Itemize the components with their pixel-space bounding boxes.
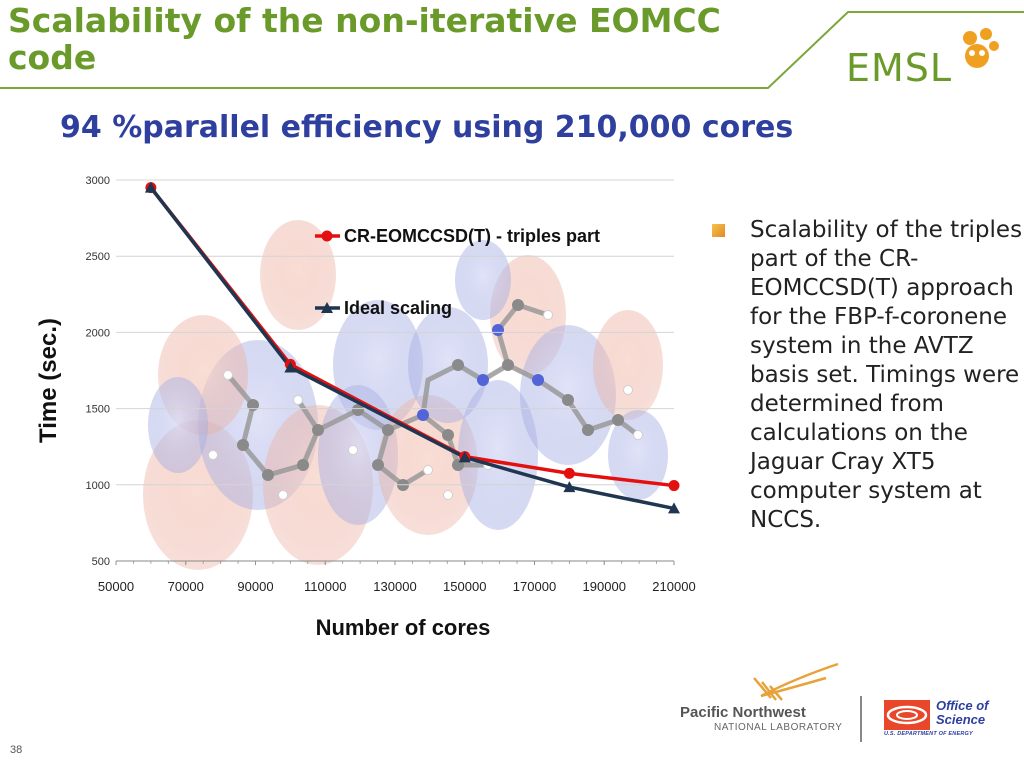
doe-office-label: Office of	[936, 698, 989, 713]
logo-divider	[860, 696, 862, 742]
x-tick-label: 130000	[373, 579, 416, 594]
doe-department-label: U.S. DEPARTMENT OF ENERGY	[884, 731, 973, 737]
emsl-wordmark: EMSL	[846, 46, 953, 90]
bullet-square-icon	[712, 224, 725, 237]
y-tick-label: 2500	[86, 251, 110, 263]
x-tick-label: 170000	[513, 579, 556, 594]
slide-subtitle: 94 %parallel efficiency using 210,000 co…	[60, 110, 794, 145]
emsl-logo-icon	[963, 28, 999, 68]
x-tick-label: 110000	[304, 579, 346, 594]
chart-legend: CR-EOMCCSD(T) - triples part Ideal scalin…	[315, 226, 600, 318]
legend-label: CR-EOMCCSD(T) - triples part	[344, 226, 600, 246]
y-tick-label: 500	[92, 556, 110, 568]
x-tick-label: 50000	[98, 579, 134, 594]
molecule-background-illustration	[143, 220, 668, 570]
doe-science-label: Science	[936, 712, 986, 727]
x-tick-label: 210000	[652, 579, 695, 594]
y-axis-title: Time (sec.)	[35, 318, 62, 443]
data-point-triangle	[563, 481, 576, 493]
pnnl-logo-icon	[753, 662, 839, 701]
x-axis-title: Number of cores	[316, 615, 491, 640]
y-tick-label: 1500	[86, 404, 110, 416]
x-tick-label: 90000	[237, 579, 273, 594]
data-point-triangle	[284, 361, 297, 373]
data-point-triangle	[144, 181, 157, 193]
pnnl-name: Pacific Northwest	[680, 704, 806, 721]
page-number: 38	[10, 744, 23, 756]
scaling-line-chart: 500 1000 1500 2000 2500 3000 50000 70000 90000 11…	[35, 175, 696, 640]
y-tick-label: 2000	[86, 327, 110, 339]
legend-marker-triangle	[321, 302, 333, 313]
data-point-circle	[668, 480, 680, 492]
legend-label: Ideal scaling	[344, 298, 452, 318]
x-tick-label: 70000	[168, 579, 204, 594]
legend-marker-circle	[321, 230, 333, 242]
y-tick-label: 1000	[86, 480, 110, 492]
doe-office-of-science: Office of Science	[936, 699, 989, 727]
y-tick-label: 3000	[86, 175, 110, 187]
doe-logo-icon	[884, 700, 930, 730]
pnnl-subtitle: NATIONAL LABORATORY	[714, 722, 843, 733]
data-point-triangle	[458, 451, 471, 463]
data-point-triangle	[668, 502, 680, 514]
header-rule	[0, 11, 1024, 89]
bullet-text: Scalability of the triples part of the C…	[750, 217, 1023, 533]
slide-title: Scalability of the non-iterative EOMCC c…	[8, 1, 721, 77]
chart-series	[144, 181, 680, 514]
data-point-circle	[563, 467, 575, 479]
x-tick-label: 150000	[443, 579, 486, 594]
chart-axes: 500 1000 1500 2000 2500 3000 50000 70000 90000 11…	[35, 175, 696, 640]
x-tick-label: 190000	[583, 579, 626, 594]
